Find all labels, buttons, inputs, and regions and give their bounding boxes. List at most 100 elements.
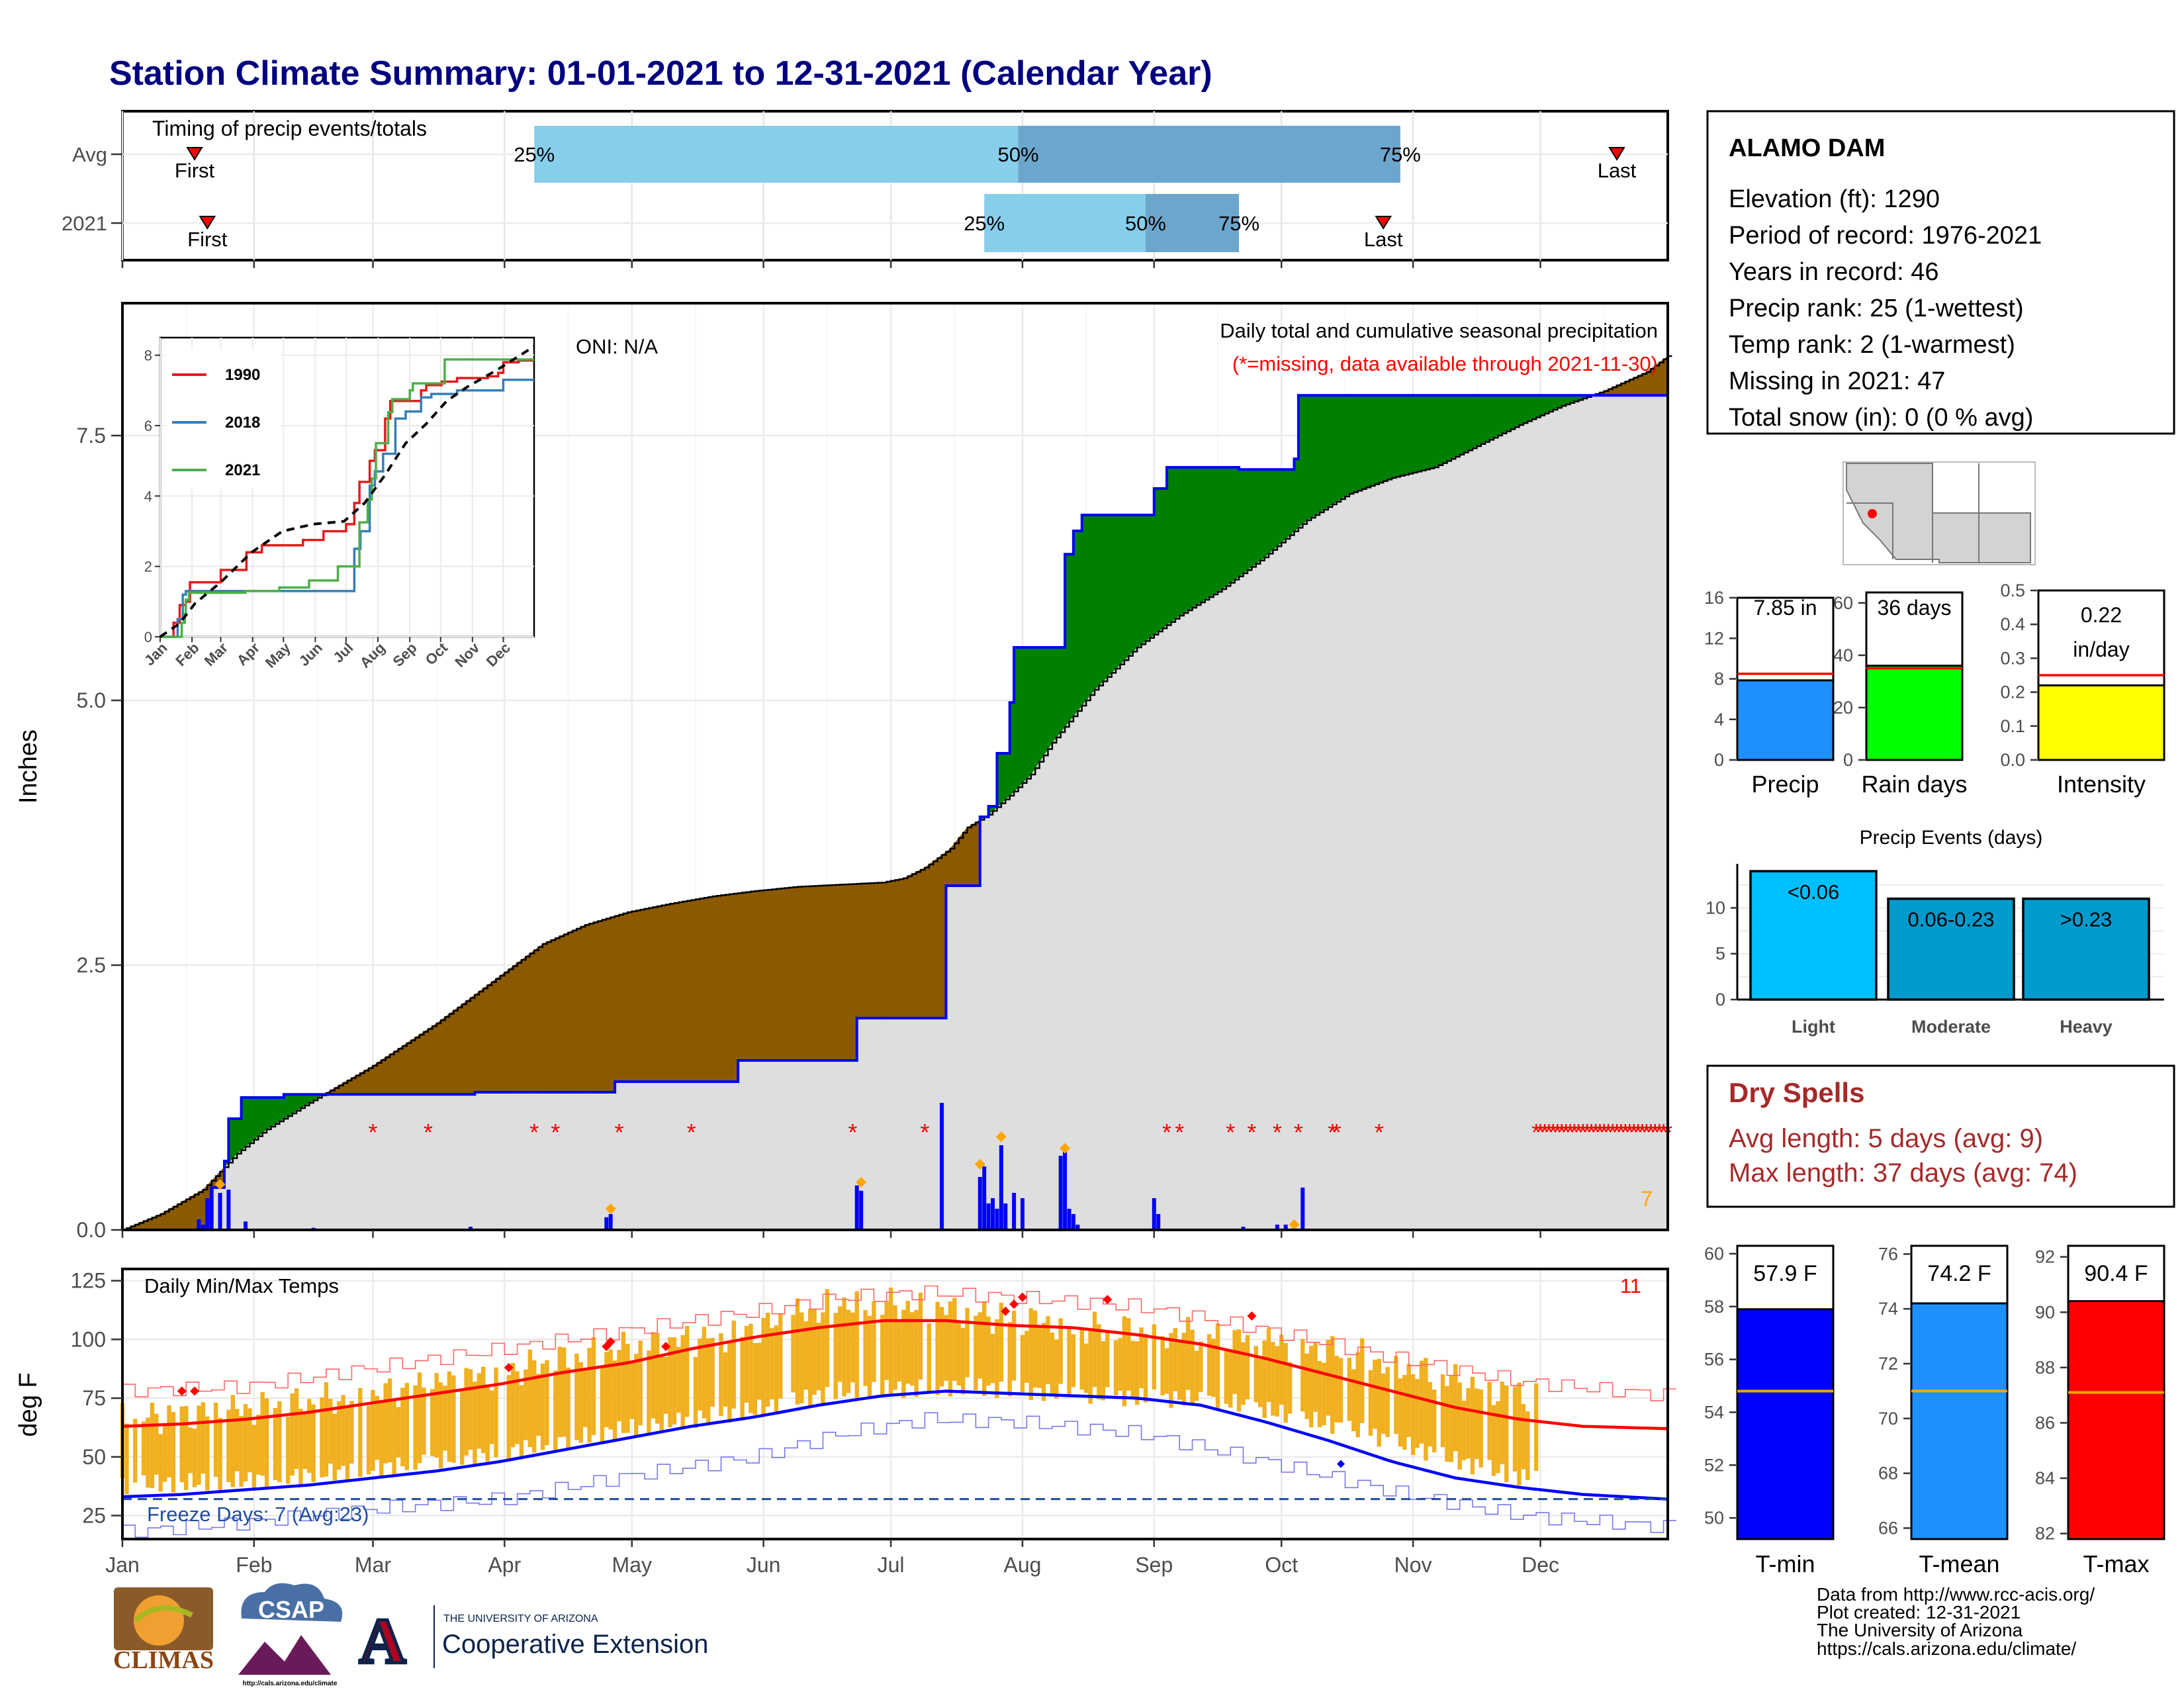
avg-tmin-line: [122, 1389, 1668, 1501]
timing-labels: 25% 50% 75% First Last Avg 25% 50% 75% First Last 2…: [62, 143, 1637, 268]
daily-precip-bar: [854, 1185, 859, 1230]
temp-daily-bar: [749, 1323, 753, 1413]
temp-daily-bar: [1190, 1329, 1195, 1406]
temp-daily-bar: [566, 1367, 570, 1449]
temperature-gauges: 50 52 54 56 58 60 57.9 F T-min 66 68 70 72 74 76 74.2 …: [1704, 1244, 2165, 1577]
event-marker: [214, 1179, 226, 1190]
missing-day-marker: *: [1553, 1119, 1562, 1146]
temp-daily-bar: [647, 1350, 651, 1435]
temp-daily-bar: [422, 1387, 426, 1455]
temp-daily-bar: [655, 1333, 660, 1424]
temp-daily-bar: [672, 1337, 677, 1425]
temp-daily-bar: [1224, 1348, 1229, 1404]
temp-daily-bar: [744, 1326, 749, 1403]
temp-daily-bar: [982, 1301, 987, 1396]
gauge-value: 74.2 F: [1927, 1261, 1991, 1286]
station-name: ALAMO DAM: [1729, 134, 1885, 162]
gauge-tick-label: 4: [1714, 710, 1724, 729]
temp-daily-bar: [625, 1344, 630, 1433]
temp-daily-bar: [1428, 1382, 1432, 1447]
missing-day-marker: *: [1162, 1119, 1171, 1146]
temp-daily-bar: [757, 1342, 762, 1400]
temp-daily-bar: [371, 1389, 375, 1471]
temp-daily-bar: [1334, 1356, 1339, 1423]
daily-precip-bar: [1067, 1209, 1071, 1230]
timing-last-label: Last: [1364, 228, 1403, 251]
below-cumulative-area: [122, 395, 1668, 1231]
events-bar-range: 0.06-0.23: [1908, 908, 1995, 931]
temp-daily-bar: [519, 1385, 524, 1458]
temp-daily-bar: [918, 1292, 923, 1380]
temp-daily-bar: [905, 1301, 910, 1384]
temp-daily-bar: [150, 1402, 155, 1488]
temp-daily-bar: [698, 1338, 702, 1411]
gauge-tick-label: 86: [2035, 1413, 2055, 1432]
footer: Data from http://www.rcc-acis.org/ Plot …: [1817, 1584, 2095, 1659]
y-tick-label: 0.0: [77, 1218, 106, 1242]
temp-daily-bar: [1410, 1374, 1416, 1455]
missing-day-marker: *: [1616, 1119, 1625, 1146]
temp-daily-bar: [795, 1298, 800, 1405]
temp-daily-bar: [494, 1367, 498, 1458]
daily-precip-bar: [1063, 1150, 1068, 1230]
inset-y-tick-label: 2: [144, 559, 152, 575]
events-bar-range: <0.06: [1788, 880, 1839, 904]
temp-daily-bar: [387, 1378, 392, 1463]
temp-daily-bar: [298, 1409, 303, 1485]
temp-daily-bar: [816, 1323, 821, 1391]
temp-daily-bar: [243, 1404, 248, 1481]
temp-daily-bar: [604, 1352, 609, 1428]
daily-precip-bars: [197, 1103, 1305, 1230]
missing-day-marker: *: [1646, 1119, 1655, 1146]
gauge-bar: [2067, 1300, 2165, 1540]
month-label: Apr: [488, 1553, 521, 1577]
temp-daily-bar: [1496, 1401, 1500, 1474]
temp-daily-bar: [927, 1323, 932, 1393]
gauge-value: 36 days: [1877, 596, 1951, 620]
temp-daily-bar: [523, 1369, 528, 1440]
temp-daily-bar: [1241, 1342, 1246, 1405]
temp-daily-bar: [146, 1417, 150, 1488]
temp-daily-bar: [1011, 1311, 1017, 1381]
gauge-label: Rain days: [1861, 771, 1967, 798]
temp-daily-bar: [837, 1306, 842, 1382]
y-tick-label: 100: [71, 1327, 106, 1351]
temp-daily-bar: [825, 1289, 830, 1387]
temp-daily-bar: [719, 1333, 723, 1417]
temp-daily-bar: [1236, 1329, 1242, 1412]
average-cumulative-line: [122, 355, 1672, 1231]
temp-daily-bar: [651, 1332, 656, 1419]
temp-daily-bar: [1313, 1342, 1318, 1412]
timing-pct-label: 25%: [964, 212, 1005, 235]
temp-daily-bar: [960, 1327, 966, 1395]
year-cumulative-line: [122, 394, 1668, 1231]
temp-daily-bar: [612, 1360, 617, 1440]
gauge-intensity: 0.0 0.1 0.2 0.3 0.4 0.5 0.22 in/day Intensity: [2000, 581, 2165, 798]
missing-day-marker: *: [1328, 1119, 1337, 1146]
climas-logo-sun: [134, 1595, 184, 1646]
temp-daily-bar: [1279, 1335, 1284, 1405]
inset-legend-label: 2021: [225, 461, 260, 479]
temp-daily-bar: [1330, 1336, 1335, 1434]
gauge-tick-label: 54: [1704, 1402, 1724, 1422]
gauge-value: 57.9 F: [1753, 1261, 1817, 1286]
daily-precip-bar: [201, 1225, 205, 1230]
temp-daily-bar: [451, 1375, 456, 1463]
temp-daily-bar: [510, 1363, 516, 1448]
gauge-value-unit: in/day: [2073, 637, 2129, 661]
daily-precip-bar: [604, 1217, 609, 1230]
temp-daily-bar: [383, 1383, 388, 1464]
month-label: Nov: [1394, 1553, 1432, 1577]
temp-daily-bar: [154, 1413, 159, 1475]
gauge-label: Precip: [1751, 771, 1819, 798]
timing-last-marker: [1608, 147, 1625, 161]
temp-daily-bar: [1024, 1331, 1029, 1383]
footer-line: The University of Arizona: [1817, 1620, 2023, 1640]
y-tick-label: 75: [82, 1386, 106, 1410]
temp-daily-bar: [251, 1425, 257, 1489]
missing-day-marker: *: [1247, 1119, 1256, 1146]
missing-day-marker: *: [1629, 1119, 1639, 1146]
precip-areas: [122, 355, 1672, 1231]
timing-bar-25-50: [984, 194, 1146, 252]
